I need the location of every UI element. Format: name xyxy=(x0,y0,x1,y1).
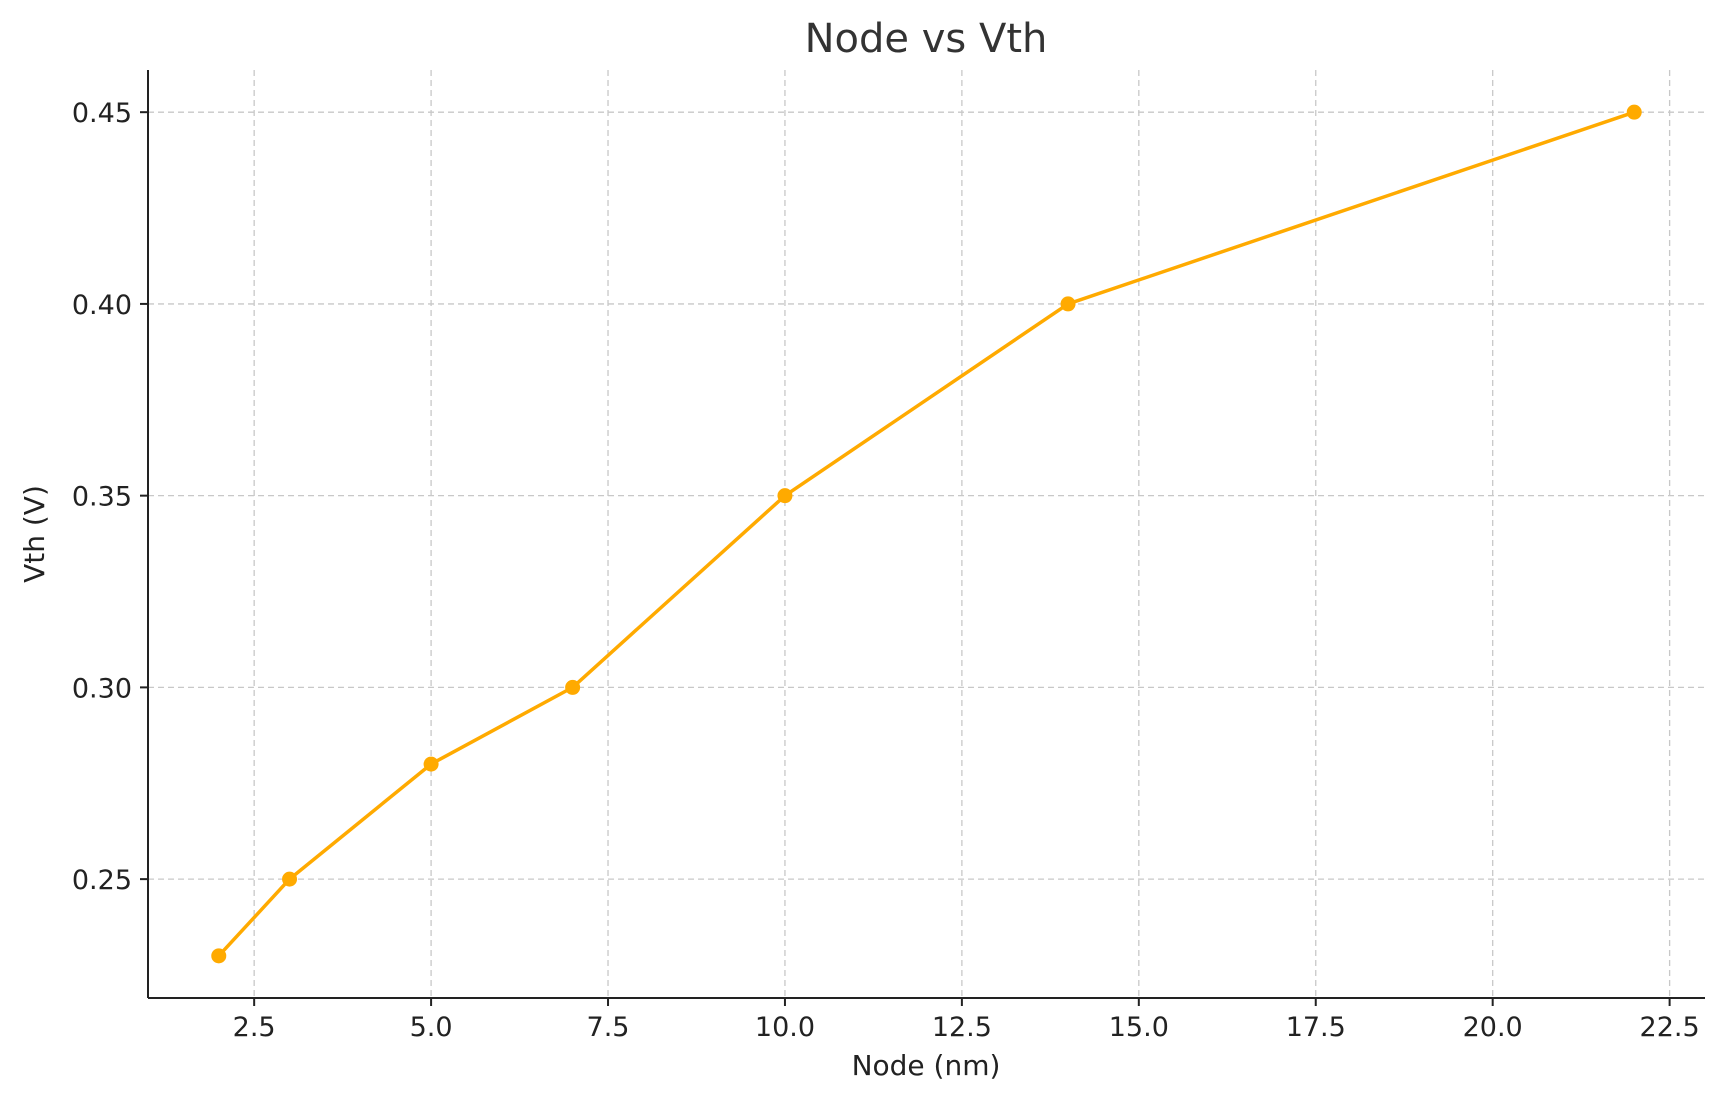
y-tick-label: 0.40 xyxy=(72,290,132,321)
data-point xyxy=(1626,104,1642,120)
chart-title: Node vs Vth xyxy=(805,16,1048,62)
x-tick-label: 12.5 xyxy=(932,1012,992,1043)
data-point xyxy=(423,756,439,772)
data-point xyxy=(1060,296,1076,312)
x-tick-label: 15.0 xyxy=(1109,1012,1169,1043)
x-tick-label: 2.5 xyxy=(233,1012,276,1043)
x-ticks: 2.5 5.0 7.5 10.0 12.5 15.0 17.5 20.0 22.5 xyxy=(233,998,1700,1043)
x-tick-label: 22.5 xyxy=(1640,1012,1700,1043)
x-tick-label: 20.0 xyxy=(1463,1012,1523,1043)
y-tick-label: 0.30 xyxy=(72,673,132,704)
y-tick-label: 0.45 xyxy=(72,98,132,129)
x-tick-label: 7.5 xyxy=(587,1012,630,1043)
y-tick-label: 0.35 xyxy=(72,482,132,513)
data-point xyxy=(211,948,227,964)
grid xyxy=(148,70,1705,998)
data-point xyxy=(565,679,581,695)
series xyxy=(211,104,1642,964)
x-tick-label: 10.0 xyxy=(755,1012,815,1043)
x-axis-label: Node (nm) xyxy=(852,1049,1001,1082)
axes xyxy=(147,70,1705,999)
y-axis-label: Vth (V) xyxy=(18,485,51,583)
x-tick-label: 17.5 xyxy=(1286,1012,1346,1043)
y-ticks: 0.25 0.30 0.35 0.40 0.45 xyxy=(72,98,148,896)
data-point xyxy=(777,488,793,504)
y-tick-label: 0.25 xyxy=(72,865,132,896)
x-tick-label: 5.0 xyxy=(410,1012,453,1043)
data-point xyxy=(282,871,298,887)
